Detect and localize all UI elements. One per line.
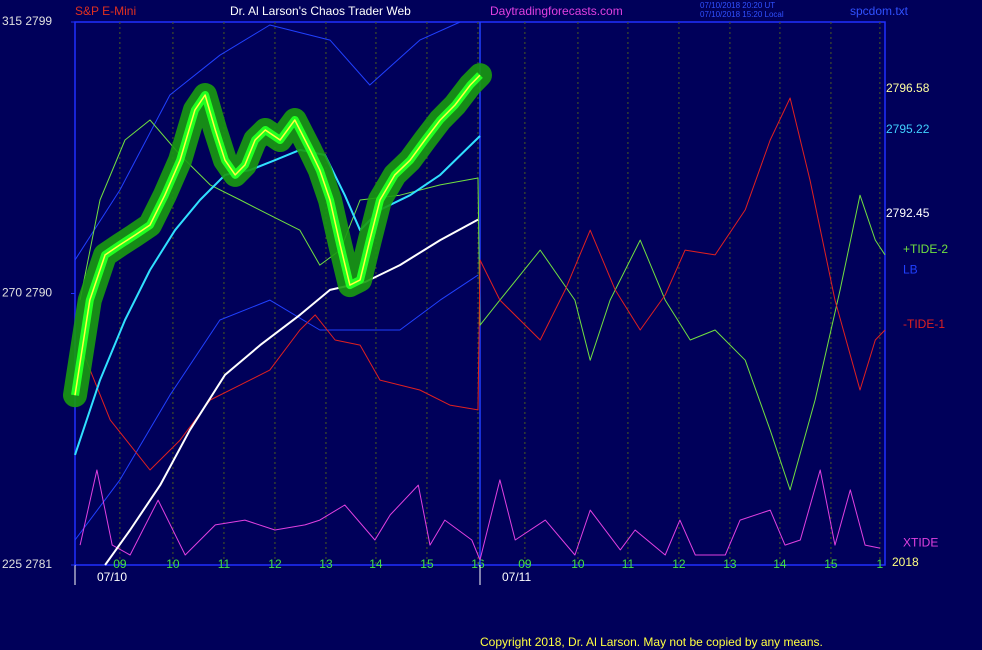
y-tick-label: 225 2781 — [2, 557, 52, 571]
copyright: Copyright 2018, Dr. Al Larson. May not b… — [480, 635, 823, 649]
site: Daytradingforecasts.com — [490, 4, 623, 18]
series-label: XTIDE — [903, 535, 938, 549]
x-tick-label: 15 — [420, 557, 434, 571]
series-line — [74, 21, 461, 261]
series-line — [79, 469, 880, 561]
instrument: S&P E-Mini — [75, 4, 136, 18]
timestamp: 07/10/2018 20:20 UT — [700, 1, 775, 10]
price-marker: 2796.58 — [886, 81, 930, 95]
series-label: LB — [903, 262, 918, 276]
x-tick-label: 09 — [518, 557, 532, 571]
series-label: -TIDE-1 — [903, 317, 945, 331]
series-label: +TIDE-2 — [903, 242, 948, 256]
x-tick-label: 1 — [877, 557, 884, 571]
series-line — [79, 97, 886, 471]
file-name: spcdom.txt — [850, 4, 909, 18]
x-tick-label: 15 — [824, 557, 838, 571]
chart-title: Dr. Al Larson's Chaos Trader Web — [230, 4, 411, 18]
series-line — [104, 218, 479, 566]
x-tick-label: 13 — [319, 557, 333, 571]
x-tick-label: 14 — [773, 557, 787, 571]
price-marker: 2795.22 — [886, 122, 930, 136]
y-tick-label: 270 2790 — [2, 286, 52, 300]
date-label: 07/11 — [502, 570, 531, 584]
x-tick-label: 14 — [369, 557, 383, 571]
price-marker: 2792.45 — [886, 206, 930, 220]
x-tick-label: 09 — [113, 557, 127, 571]
x-tick-label: 10 — [166, 557, 180, 571]
timestamp: 07/10/2018 15:20 Local — [700, 10, 784, 19]
x-tick-label: 10 — [571, 557, 585, 571]
x-tick-label: 11 — [622, 557, 635, 571]
x-tick-label: 13 — [723, 557, 737, 571]
series-line — [74, 274, 479, 541]
x-tick-label: 11 — [218, 557, 231, 571]
x-tick-label: 16 — [471, 557, 485, 571]
year-label: 2018 — [892, 555, 919, 569]
x-tick-label: 12 — [672, 557, 686, 571]
date-label: 07/10 — [97, 570, 127, 584]
x-tick-label: 12 — [268, 557, 282, 571]
series-line — [74, 74, 481, 396]
y-tick-label: 315 2799 — [2, 14, 52, 28]
